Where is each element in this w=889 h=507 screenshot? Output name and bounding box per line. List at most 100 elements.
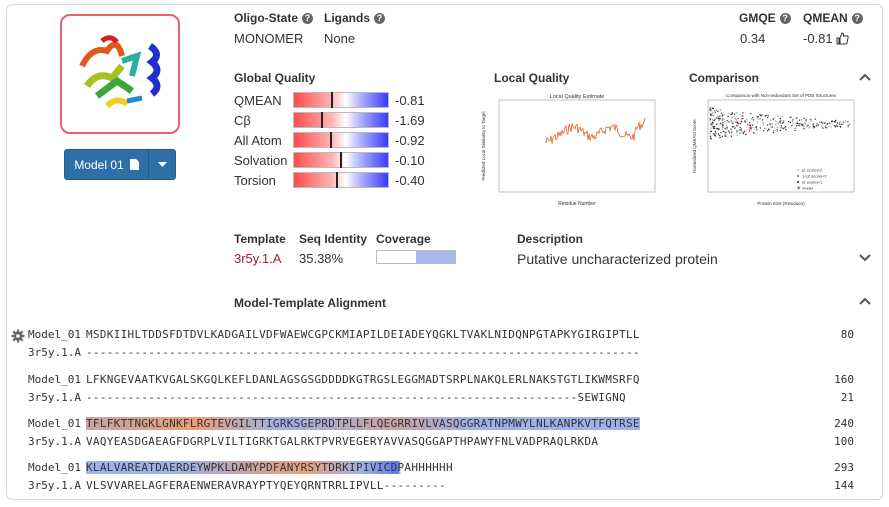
comparison-chart[interactable]: Comparison with Non-redundant Set of PDB… (690, 90, 858, 208)
model-sequence[interactable]: TFLFKTTNGKLGNKFLRGTEVGILTTIGRKSGEPRDTPLL… (86, 416, 640, 430)
comparison-point (767, 115, 769, 117)
comparison-point (722, 126, 724, 128)
global-quality-row: Torsion -0.40 (234, 171, 425, 189)
comparison-point (720, 131, 722, 134)
comparison-point (817, 124, 819, 126)
comparison-point (775, 123, 777, 125)
comparison-point (714, 119, 716, 121)
comparison-point (782, 119, 785, 122)
model-dropdown-toggle[interactable] (149, 150, 175, 179)
global-quality-bar (293, 112, 389, 128)
comparison-point (726, 128, 728, 130)
model-name: Model_01 (28, 327, 81, 341)
comparison-point (772, 129, 775, 132)
comparison-point (812, 125, 815, 128)
comparison-point (757, 116, 759, 118)
model-button-label: Model 01 (74, 157, 124, 172)
comparison-point (781, 115, 783, 118)
comparison-point (710, 110, 712, 112)
chevron-up-icon[interactable] (859, 71, 871, 83)
template-sequence[interactable]: VAQYEASDGAEAGFDGRPLVILTIGRKTGALRKTPVRVEG… (86, 434, 599, 448)
model-name: Model_01 (28, 372, 81, 386)
template-sequence[interactable]: ----------------------------------------… (86, 390, 626, 404)
comparison-point (739, 132, 741, 135)
global-quality-value: -1.69 (395, 112, 425, 128)
comparison-point (771, 126, 774, 128)
model-sequence[interactable]: MSDKIIHLTDDSFDTDVLKADGAILVDFWAEWCGPCKMIA… (86, 327, 640, 341)
comparison-point (824, 125, 827, 128)
comparison-point (842, 123, 844, 126)
comparison-point (825, 124, 828, 126)
comparison-point (779, 117, 782, 120)
comparison-point (732, 126, 734, 128)
comparison-point (711, 123, 713, 125)
comparison-point (709, 135, 712, 137)
comparison-point (737, 117, 739, 120)
comparison-point (826, 127, 828, 129)
global-quality-value: -0.81 (395, 92, 425, 108)
comparison-point (764, 115, 766, 117)
comparison-point (730, 128, 732, 130)
comparison-point (726, 120, 728, 122)
comparison-point (711, 107, 713, 109)
alignment-row: Model_01 KLALVAREATDAERDEYWPKLDAMYPDFANY… (28, 460, 854, 474)
model-select-button[interactable]: Model 01 (64, 149, 176, 180)
template-link[interactable]: 3r5y.1.A (234, 251, 282, 266)
help-icon[interactable]: ? (374, 12, 386, 24)
legend-entry-4: model (802, 186, 813, 191)
comparison-point (805, 118, 808, 120)
comparison-point (749, 130, 751, 132)
model-sequence[interactable]: LFKNGEVAATKVGALSKGQLKEFLDANLAGSGSGDDDDKG… (86, 372, 640, 386)
comparison-point (717, 116, 719, 118)
file-icon (129, 159, 139, 170)
comparison-point (723, 114, 725, 116)
chevron-up-icon[interactable] (859, 295, 871, 307)
help-icon[interactable]: ? (779, 12, 791, 24)
comparison-point (728, 112, 730, 115)
template-name: 3r5y.1.A (28, 478, 81, 492)
comparison-point (790, 116, 792, 118)
global-quality-label: QMEAN (234, 92, 282, 108)
comparison-point (714, 130, 716, 133)
template-sequence[interactable]: VLSVVARELAGFERAENWERAVRAYPTYQEYQRNTRRLIP… (86, 478, 446, 492)
comparison-point (826, 123, 829, 125)
gear-icon[interactable] (11, 329, 25, 343)
comparison-point (739, 129, 741, 131)
model-sequence[interactable]: KLALVAREATDAERDEYWPKLDAMYPDFANYRSYTDRKIP… (86, 460, 453, 474)
comparison-point (732, 121, 734, 123)
comparison-point (776, 129, 778, 131)
local-quality-xlabel: Residue Number (558, 201, 596, 207)
comparison-point (726, 126, 728, 128)
structure-thumbnail[interactable] (60, 14, 180, 134)
global-quality-label: Torsion (234, 172, 276, 188)
model-button-main[interactable]: Model 01 (65, 150, 149, 179)
comparison-point (798, 119, 801, 121)
template-sequence[interactable]: ----------------------------------------… (86, 345, 640, 359)
comparison-point (847, 126, 849, 128)
gmqe-value: 0.34 (740, 31, 766, 46)
help-icon[interactable]: ? (851, 12, 863, 24)
comparison-point (791, 124, 793, 127)
alignment-row: Model_01 TFLFKTTNGKLGNKFLRGTEVGILTTIGRKS… (28, 416, 854, 430)
comparison-point (828, 125, 830, 127)
chevron-down-icon[interactable] (859, 251, 871, 263)
help-icon[interactable]: ? (302, 12, 314, 24)
comparison-point (718, 119, 720, 122)
local-quality-chart[interactable]: Local Quality Estimate Residue Number Pr… (477, 90, 659, 208)
comparison-xlabel: Protein Size (Residues) (757, 201, 805, 206)
comparison-point (731, 116, 733, 119)
comparison-point (795, 117, 797, 120)
legend-entry-3: |Z-score|<1 (802, 180, 823, 185)
comparison-point (730, 131, 733, 133)
comparison-point (830, 126, 832, 128)
comparison-point (783, 127, 785, 129)
comparison-point (736, 125, 738, 127)
global-quality-label: Solvation (234, 152, 288, 168)
coverage-header: Coverage (376, 232, 431, 246)
comparison-point (756, 121, 758, 124)
seq-identity-value: 35.38% (299, 251, 344, 266)
global-quality-label: All Atom (234, 132, 282, 148)
comparison-point (747, 124, 749, 126)
comparison-point (717, 133, 720, 135)
comparison-point (752, 132, 755, 134)
